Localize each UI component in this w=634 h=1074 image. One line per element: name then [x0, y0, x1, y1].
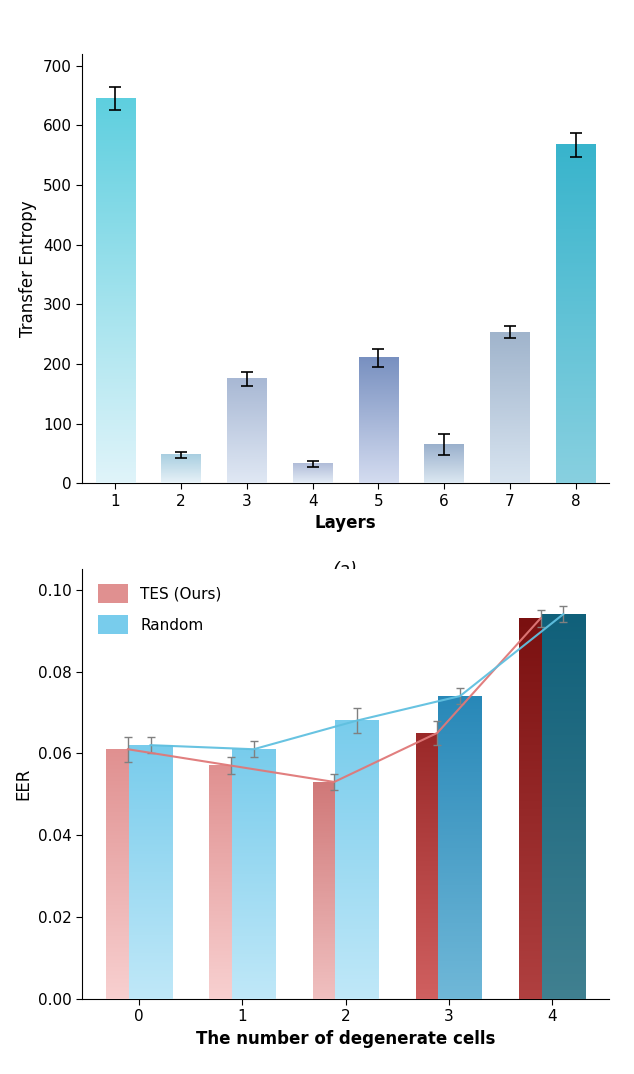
Y-axis label: Transfer Entropy: Transfer Entropy: [20, 200, 37, 337]
Legend: TES (Ours), Random: TES (Ours), Random: [90, 577, 230, 641]
X-axis label: The number of degenerate cells: The number of degenerate cells: [196, 1030, 495, 1048]
Text: (a): (a): [333, 561, 358, 579]
X-axis label: Layers: Layers: [314, 514, 377, 533]
Y-axis label: EER: EER: [15, 768, 32, 800]
